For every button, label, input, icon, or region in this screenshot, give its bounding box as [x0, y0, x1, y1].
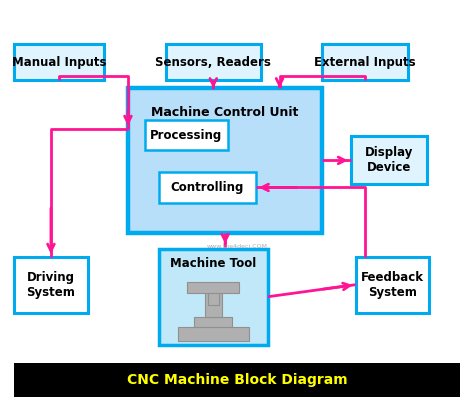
FancyBboxPatch shape: [145, 120, 228, 150]
Text: Driving
System: Driving System: [27, 271, 75, 299]
FancyBboxPatch shape: [128, 88, 322, 233]
FancyBboxPatch shape: [205, 291, 222, 317]
Text: Machine Tool: Machine Tool: [170, 257, 256, 270]
FancyBboxPatch shape: [208, 293, 219, 305]
Text: Manual Inputs: Manual Inputs: [12, 56, 107, 69]
FancyBboxPatch shape: [166, 44, 261, 80]
Text: Display
Device: Display Device: [365, 146, 413, 174]
Text: CNC Machine Block Diagram: CNC Machine Block Diagram: [127, 373, 347, 387]
FancyBboxPatch shape: [14, 363, 460, 397]
FancyBboxPatch shape: [14, 44, 104, 80]
Text: Feedback
System: Feedback System: [361, 271, 424, 299]
FancyBboxPatch shape: [159, 172, 256, 203]
FancyBboxPatch shape: [159, 249, 268, 345]
Text: www.the4deci.COM: www.the4deci.COM: [207, 244, 267, 249]
FancyBboxPatch shape: [178, 327, 249, 341]
FancyBboxPatch shape: [322, 44, 408, 80]
FancyBboxPatch shape: [14, 257, 88, 313]
FancyBboxPatch shape: [351, 136, 427, 184]
Text: Controlling: Controlling: [171, 181, 244, 194]
Text: External Inputs: External Inputs: [314, 56, 416, 69]
FancyBboxPatch shape: [194, 317, 232, 327]
FancyBboxPatch shape: [356, 257, 429, 313]
FancyBboxPatch shape: [187, 282, 239, 293]
Text: Processing: Processing: [150, 129, 222, 142]
Text: Machine Control Unit: Machine Control Unit: [152, 106, 299, 119]
Text: Sensors, Readers: Sensors, Readers: [155, 56, 271, 69]
